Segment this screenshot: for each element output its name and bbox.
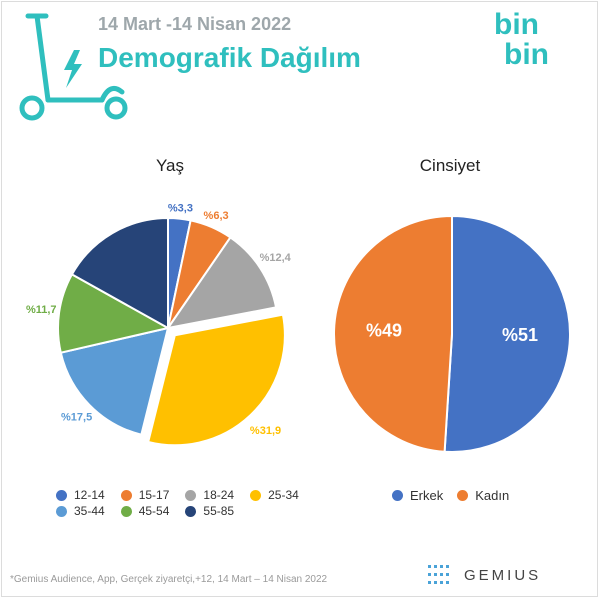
pie-slice-55-85 — [70, 216, 169, 330]
gemius-brand: GEMIUS — [464, 566, 542, 584]
pie-slice-45-54 — [57, 273, 171, 354]
legend-label: 15-17 — [138, 488, 170, 502]
legend-label: Kadın — [475, 487, 510, 503]
legend-label: 35-44 — [74, 504, 105, 518]
legend-label: 55-85 — [203, 504, 235, 518]
legend-swatch — [120, 505, 132, 517]
logo-line-1: bin — [494, 8, 539, 41]
legend-item-25-34: 25-34 — [250, 487, 299, 503]
pie-slice-erkek — [443, 214, 571, 453]
scooter-icon — [19, 13, 128, 121]
legend-item-45-54: 45-54 — [120, 503, 170, 519]
legend-swatch — [120, 489, 132, 501]
gemius-logo-icon — [428, 565, 449, 584]
legend-swatch — [250, 489, 262, 501]
data-label-35-44: %17,5 — [61, 412, 92, 424]
pie-slice-35-44 — [59, 326, 170, 436]
pie-slice-25-34 — [146, 313, 286, 447]
data-label-15-17: %6,3 — [204, 210, 229, 222]
legend-item-15-17: 15-17 — [120, 487, 170, 503]
legend-swatch — [56, 505, 67, 517]
legend-item-kadın: Kadın — [457, 487, 509, 503]
legend-swatch — [56, 489, 67, 501]
gender-legend: Erkek Kadın — [392, 487, 509, 503]
data-label-45-54: %11,7 — [26, 304, 57, 316]
legend-swatch — [185, 489, 197, 501]
legend-swatch — [457, 489, 469, 501]
gender-pie: %51 %49 — [333, 214, 571, 453]
binbin-logo: bin bin — [494, 10, 549, 70]
legend-item-erkek: Erkek — [392, 487, 443, 503]
age-chart-title: Yaş — [155, 156, 185, 175]
footnote: *Gemius Audience, App, Gerçek ziyaretçi,… — [10, 574, 328, 585]
legend-label: 25-34 — [268, 488, 299, 502]
date-range: 14 Mart -14 Nisan 2022 — [98, 14, 292, 34]
legend-label: 12-14 — [74, 488, 105, 502]
data-label-18-24: %12,4 — [260, 252, 292, 264]
legend-label: 18-24 — [203, 488, 235, 502]
legend-item-35-44: 35-44 — [56, 503, 105, 519]
legend-swatch — [392, 489, 403, 501]
legend-item-18-24: 18-24 — [185, 487, 234, 503]
age-pie: %3,3 %6,3 %12,4 %31,9 %17,5 %11,7 — [26, 203, 292, 447]
logo-line-2: bin — [504, 38, 549, 71]
data-label-kadın: %49 — [366, 321, 402, 341]
data-label-erkek: %51 — [502, 325, 538, 345]
pie-slice-kadın — [333, 214, 453, 453]
legend-item-12-14: 12-14 — [56, 487, 105, 503]
gender-chart-title: Cinsiyet — [419, 156, 481, 175]
data-label-25-34: %31,9 — [250, 425, 281, 437]
legend-label: Erkek — [410, 487, 444, 503]
legend-swatch — [185, 505, 197, 517]
gemius-logo: GEMIUS — [428, 565, 541, 585]
legend-label: 45-54 — [138, 504, 170, 518]
data-label-12-14: %3,3 — [168, 203, 193, 215]
page-title: Demografik Dağılım — [98, 42, 361, 73]
legend-item-55-85: 55-85 — [185, 503, 234, 519]
pie-slice-18-24 — [165, 236, 278, 330]
age-legend: 12-14 15-17 18-24 25-34 35-44 45-54 55-85 — [56, 487, 299, 519]
